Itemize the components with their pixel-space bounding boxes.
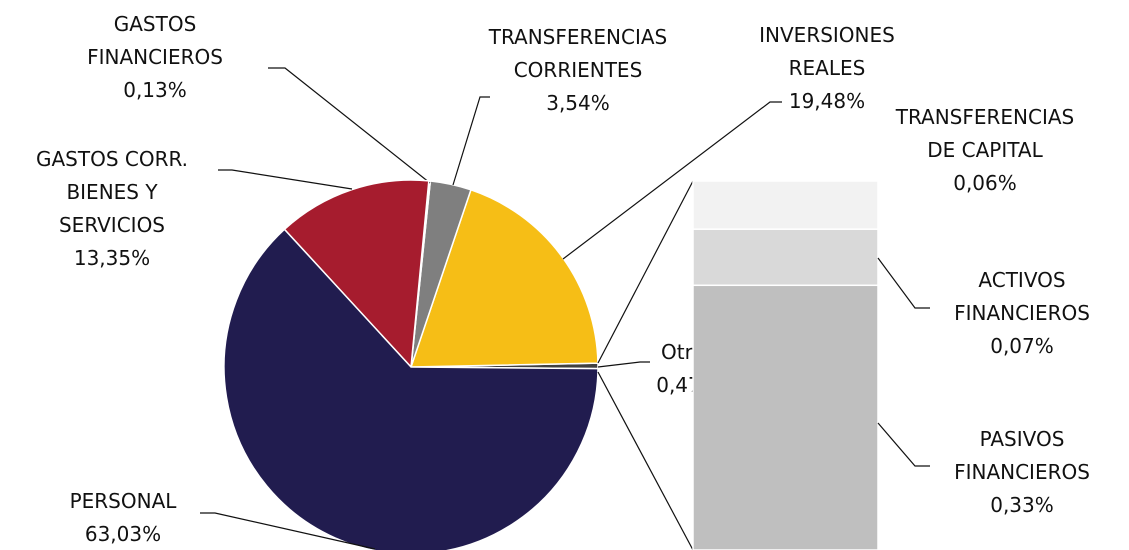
leader-line (877, 257, 930, 309)
value-label: 19,48% (789, 89, 865, 113)
value-label: 0,13% (123, 78, 187, 102)
bar-segment (692, 228, 879, 287)
leader-line (452, 96, 490, 186)
leader-line (200, 512, 376, 550)
slice-label: PASIVOS FINANCIEROS (954, 427, 1090, 484)
leader-line (268, 67, 431, 184)
pie-slice (283, 179, 430, 369)
leader-line (562, 101, 782, 260)
slice-label: GASTOS CORR. BIENES Y SERVICIOS (36, 147, 188, 237)
leader-line (877, 422, 930, 467)
slice-label: GASTOS FINANCIEROS (87, 12, 223, 69)
slice-label: PERSONAL (70, 489, 178, 513)
value-label: 0,07% (990, 334, 1054, 358)
connector-line (597, 180, 694, 364)
slice-label: INVERSIONES REALES (759, 23, 895, 80)
leader-line (597, 361, 650, 368)
connector-line (597, 371, 694, 550)
slice-label: TRANSFERENCIAS CORRIENTES (488, 25, 668, 82)
slice-label: ACTIVOS FINANCIEROS (954, 268, 1090, 325)
value-label: 3,54% (546, 91, 610, 115)
bar-segment (692, 284, 879, 550)
value-label: 13,35% (74, 246, 150, 270)
value-label: 0,33% (990, 493, 1054, 517)
slice-label: TRANSFERENCIAS DE CAPITAL (895, 105, 1075, 162)
pie-slice (409, 188, 599, 368)
leader-line (218, 169, 353, 190)
bar-segment (692, 180, 879, 230)
pie-slice (223, 228, 599, 550)
value-label: 0,06% (953, 171, 1017, 195)
value-label: 63,03% (85, 522, 161, 546)
